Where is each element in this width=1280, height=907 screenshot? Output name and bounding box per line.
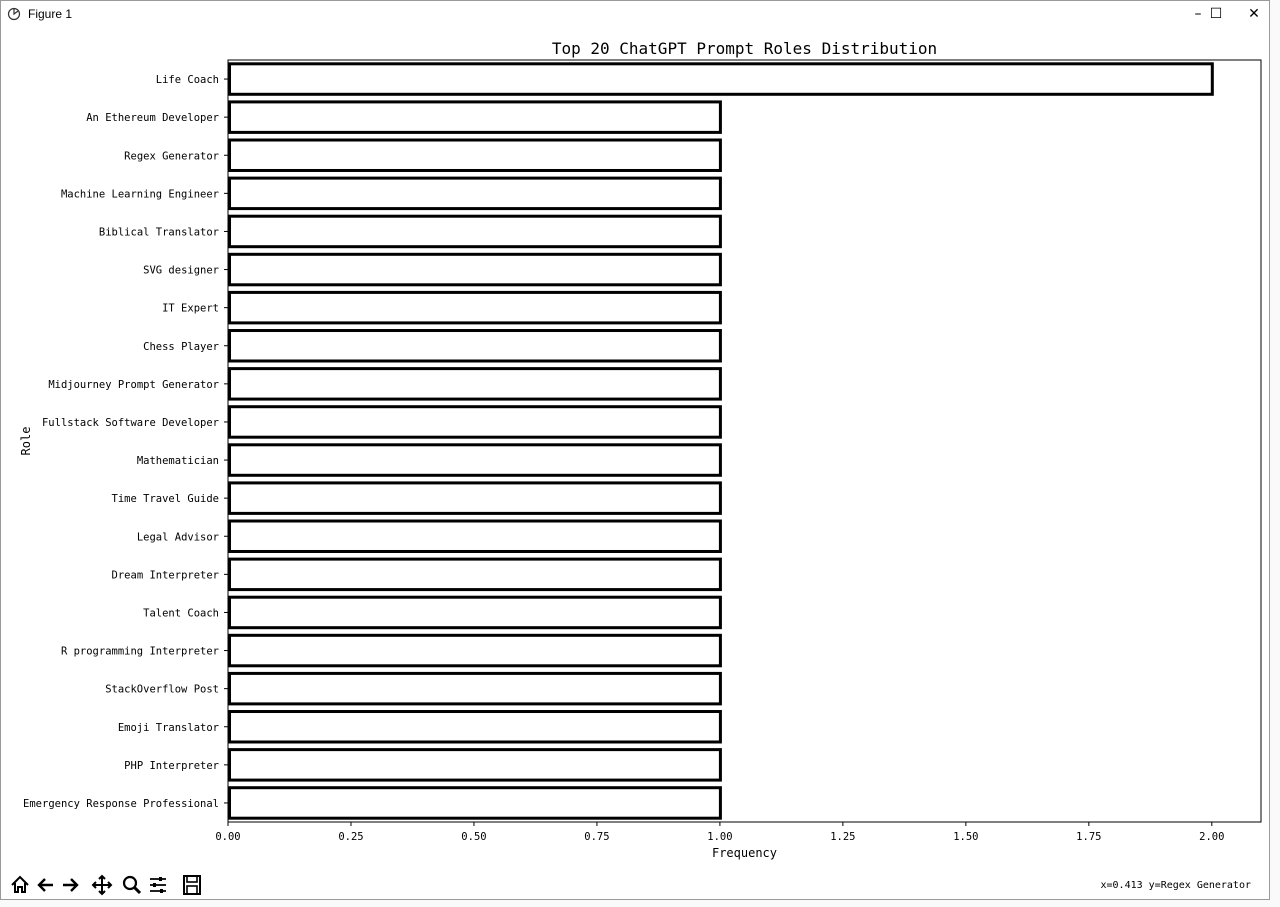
y-tick-label: Regex Generator	[124, 150, 219, 162]
y-tick-label: StackOverflow Post	[105, 684, 219, 696]
bar	[228, 786, 722, 820]
y-tick-label: Chess Player	[143, 341, 219, 353]
y-tick-label: Life Coach	[156, 74, 219, 86]
bar	[228, 557, 722, 592]
configure-subplots-icon	[150, 877, 166, 893]
title-bar: Figure 1 – ☐ ✕	[1, 1, 1269, 27]
x-axis-label: Frequency	[712, 846, 777, 860]
x-tick-label: 1.75	[1076, 831, 1101, 843]
y-tick-label: Legal Advisor	[137, 531, 219, 543]
axes: Life Coach An Ethereum Developer Regex Gen…	[19, 39, 1262, 860]
chart-title: Top 20 ChatGPT Prompt Roles Distribution	[552, 39, 937, 58]
bar	[228, 138, 722, 172]
bar	[228, 443, 722, 477]
bar	[228, 633, 722, 668]
y-tick-label: Emoji Translator	[118, 722, 219, 734]
bar	[228, 748, 722, 782]
pan-button[interactable]	[91, 873, 113, 897]
bar	[228, 671, 722, 706]
configure-subplots-button[interactable]	[147, 873, 169, 897]
y-axis-label: Role	[19, 427, 33, 456]
background-strip-right	[1270, 0, 1280, 907]
y-tick-label: IT Expert	[162, 303, 219, 315]
zoom-button[interactable]	[121, 873, 143, 897]
home-icon	[11, 875, 29, 893]
y-tick-label: Mathematician	[137, 455, 219, 467]
y-tick-label: Machine Learning Engineer	[61, 188, 219, 200]
bar	[228, 329, 722, 363]
maximize-button[interactable]: ☐	[1209, 6, 1223, 22]
pan-icon	[91, 874, 113, 896]
y-tick-label: R programming Interpreter	[61, 646, 219, 658]
close-button[interactable]: ✕	[1248, 6, 1260, 22]
bar	[228, 290, 722, 325]
bar	[228, 100, 722, 134]
bar	[228, 405, 722, 439]
y-tick-label: Fullstack Software Developer	[42, 417, 219, 429]
bar	[228, 710, 722, 744]
y-tick-label: Emergency Response Professional	[23, 798, 219, 810]
back-icon	[37, 878, 53, 892]
zoom-icon	[122, 875, 142, 895]
app-icon	[7, 7, 21, 21]
axes-frame	[227, 59, 1262, 823]
y-tick-label: Talent Coach	[143, 607, 219, 619]
x-tick-label: 1.25	[830, 831, 855, 843]
background-strip-bottom	[0, 900, 1280, 907]
x-tick-label: 1.00	[707, 831, 732, 843]
bar	[228, 62, 1214, 96]
y-tick-label: An Ethereum Developer	[86, 112, 219, 124]
y-tick-label: Time Travel Guide	[112, 493, 219, 505]
x-tick-label: 2.00	[1199, 831, 1224, 843]
bar	[228, 519, 722, 553]
x-tick-label: 0.75	[584, 831, 609, 843]
bar	[228, 481, 722, 515]
y-tick-label: SVG designer	[143, 265, 219, 277]
back-button[interactable]	[35, 873, 57, 897]
minimize-button[interactable]: –	[1194, 6, 1202, 22]
bar	[228, 367, 722, 401]
bar	[228, 176, 722, 211]
bar	[228, 595, 722, 630]
forward-button[interactable]	[59, 873, 81, 897]
x-tick-label: 0.50	[461, 831, 486, 843]
y-tick-label: PHP Interpreter	[124, 760, 219, 772]
x-tick-label: 0.25	[338, 831, 363, 843]
save-button[interactable]	[181, 873, 203, 897]
forward-icon	[63, 878, 79, 892]
x-tick-label: 0.00	[215, 831, 240, 843]
save-icon	[183, 875, 201, 895]
y-tick-label: Biblical Translator	[99, 226, 219, 238]
bar	[228, 252, 722, 287]
home-button[interactable]	[9, 873, 31, 897]
cursor-coordinates: x=0.413 y=Regex Generator	[1100, 880, 1251, 891]
y-tick-label: Dream Interpreter	[112, 569, 219, 581]
bar	[228, 214, 722, 249]
window-title: Figure 1	[28, 7, 73, 21]
chart-canvas: Life Coach An Ethereum Developer Regex Gen…	[19, 39, 1262, 860]
x-tick-label: 1.50	[953, 831, 978, 843]
y-tick-label: Midjourney Prompt Generator	[48, 379, 219, 391]
